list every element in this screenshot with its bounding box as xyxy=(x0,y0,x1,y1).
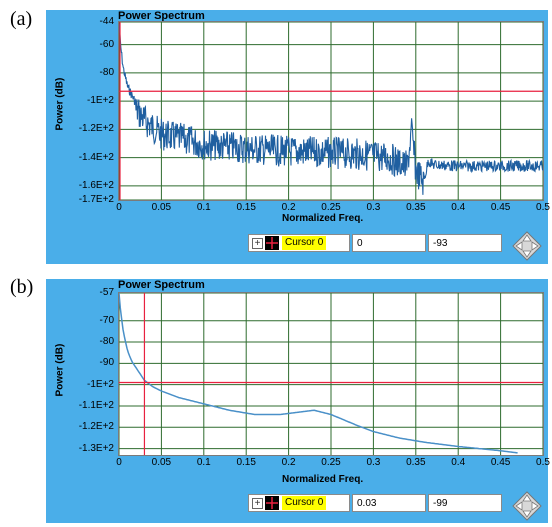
cursor-name: Cursor 0 xyxy=(282,496,326,510)
cursor-legend[interactable]: + Cursor 0 0.03 -99 xyxy=(248,493,504,513)
cursor-y-value[interactable]: -99 xyxy=(428,494,502,512)
x-tick-label: 0.15 xyxy=(231,457,261,468)
chart-svg xyxy=(119,293,543,455)
x-tick-label: 0.3 xyxy=(358,202,388,213)
y-axis-label: Power (dB) xyxy=(55,337,66,397)
y-tick-label: -1.6E+2 xyxy=(74,180,114,191)
x-tick-label: 0 xyxy=(104,457,134,468)
y-tick-label: -70 xyxy=(74,315,114,326)
x-tick-label: 0.35 xyxy=(401,457,431,468)
plot-area[interactable] xyxy=(118,21,544,201)
panel-b: Power Spectrum Power (dB) -57 -70 -80 -90 -1… xyxy=(46,279,548,523)
x-tick-label: 0.25 xyxy=(316,202,346,213)
x-tick-label: 0.1 xyxy=(189,457,219,468)
expand-icon[interactable]: + xyxy=(252,498,263,509)
cursor-name-cell[interactable]: + Cursor 0 xyxy=(248,494,350,512)
x-tick-label: 0.45 xyxy=(486,202,516,213)
y-tick-label: -44 xyxy=(74,16,114,27)
x-axis-label: Normalized Freq. xyxy=(282,474,363,485)
y-tick-label: -1.1E+2 xyxy=(74,400,114,411)
chart-svg xyxy=(119,22,543,200)
y-tick-label: -1E+2 xyxy=(74,95,114,106)
x-tick-label: 0.4 xyxy=(443,457,473,468)
y-tick-label: -90 xyxy=(74,357,114,368)
x-tick-label: 0.4 xyxy=(443,202,473,213)
x-tick-label: 0.2 xyxy=(274,457,304,468)
x-tick-label: 0 xyxy=(104,202,134,213)
expand-icon[interactable]: + xyxy=(252,238,263,249)
x-tick-label: 0.25 xyxy=(316,457,346,468)
x-tick-label: 0.2 xyxy=(274,202,304,213)
y-tick-label: -80 xyxy=(74,336,114,347)
panel-b-label: (b) xyxy=(10,276,33,299)
panel-a-label: (a) xyxy=(10,8,32,31)
cursor-name: Cursor 0 xyxy=(282,236,326,250)
y-tick-label: -80 xyxy=(74,67,114,78)
plot-area[interactable] xyxy=(118,292,544,456)
panel-a: Power Spectrum Power (dB) -44 -60 -80 -1E+2… xyxy=(46,10,548,264)
x-axis-label: Normalized Freq. xyxy=(282,213,363,224)
x-tick-label: 0.15 xyxy=(231,202,261,213)
y-tick-label: -1E+2 xyxy=(74,379,114,390)
y-tick-label: -60 xyxy=(74,39,114,50)
chart-title: Power Spectrum xyxy=(118,279,205,291)
x-tick-label: 0.5 xyxy=(528,457,552,468)
x-tick-label: 0.35 xyxy=(401,202,431,213)
y-axis-label: Power (dB) xyxy=(55,71,66,131)
y-tick-label: -1.3E+2 xyxy=(74,443,114,454)
cursor-x-value[interactable]: 0.03 xyxy=(352,494,426,512)
x-tick-label: 0.05 xyxy=(146,457,176,468)
cursor-y-value[interactable]: -93 xyxy=(428,234,502,252)
y-tick-label: -1.4E+2 xyxy=(74,152,114,163)
y-tick-label: -1.2E+2 xyxy=(74,421,114,432)
cursor-crosshair-icon xyxy=(265,496,279,510)
y-tick-label: -57 xyxy=(74,287,114,298)
graph-navigation-icon[interactable] xyxy=(512,491,542,521)
cursor-legend[interactable]: + Cursor 0 0 -93 xyxy=(248,233,504,253)
cursor-name-cell[interactable]: + Cursor 0 xyxy=(248,234,350,252)
x-tick-label: 0.45 xyxy=(486,457,516,468)
x-tick-label: 0.5 xyxy=(528,202,552,213)
y-tick-label: -1.2E+2 xyxy=(74,123,114,134)
x-tick-label: 0.05 xyxy=(146,202,176,213)
cursor-crosshair-icon xyxy=(265,236,279,250)
x-tick-label: 0.1 xyxy=(189,202,219,213)
x-tick-label: 0.3 xyxy=(358,457,388,468)
graph-navigation-icon[interactable] xyxy=(512,231,542,261)
cursor-x-value[interactable]: 0 xyxy=(352,234,426,252)
